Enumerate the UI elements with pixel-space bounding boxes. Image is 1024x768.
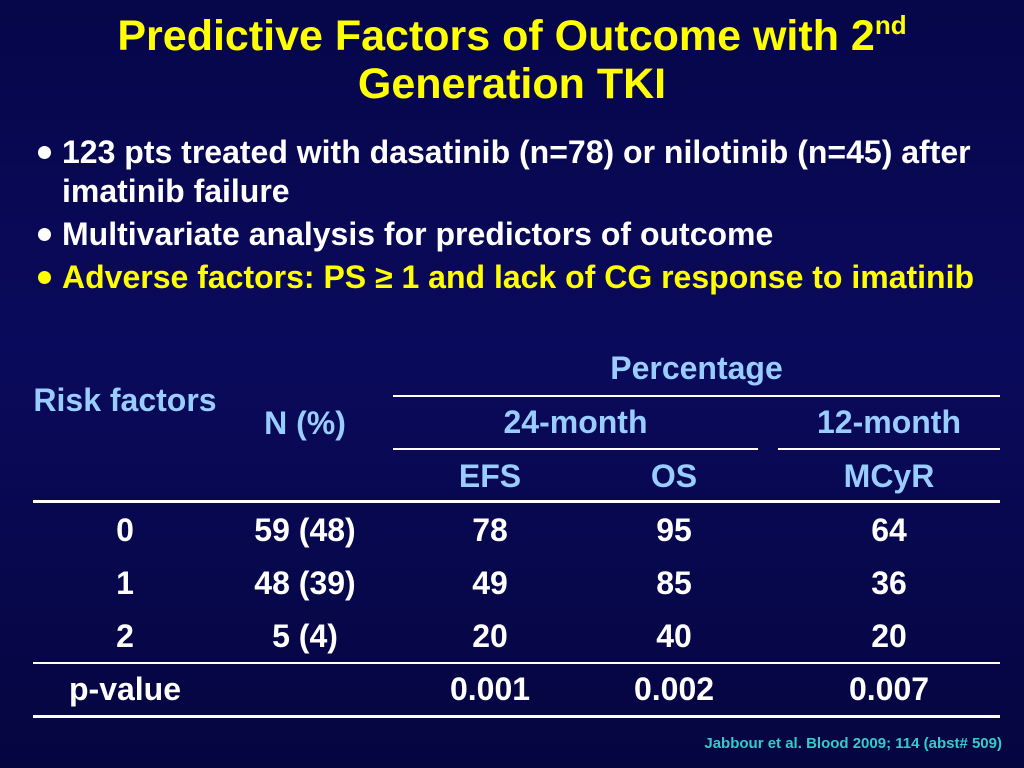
rule-above-pvalue <box>33 662 1000 664</box>
title-line-1: Predictive Factors of Outcome with 2nd <box>117 10 907 60</box>
table-row-0-n: 59 (48) <box>254 512 356 548</box>
title-line-2: Generation TKI <box>357 60 667 108</box>
bullet-dot-icon <box>38 271 51 284</box>
rule-header-bottom <box>33 500 1000 503</box>
header-os: OS <box>650 458 698 494</box>
title-superscript: nd <box>874 10 907 40</box>
header-12-month: 12-month <box>817 404 961 440</box>
slide-title: Predictive Factors of Outcome with 2nd G… <box>0 12 1024 108</box>
table-row-1-efs: 49 <box>472 565 508 601</box>
bullet-item-analysis: Multivariate analysis for predictors of … <box>30 215 1010 254</box>
table-row-2-efs: 20 <box>472 618 508 654</box>
table-row-0-efs: 78 <box>472 512 508 548</box>
bullet-item-patients: 123 pts treated with dasatinib (n=78) or… <box>30 133 1010 211</box>
header-24-month: 24-month <box>503 404 648 440</box>
bullet-item-adverse-factors: Adverse factors: PS ≥ 1 and lack of CG r… <box>30 258 1010 297</box>
rule-table-bottom <box>33 715 1000 718</box>
header-percentage: Percentage <box>610 350 783 386</box>
header-mcyr: MCyR <box>843 458 935 494</box>
rule-under-12-month <box>778 448 1000 450</box>
table-row-1-risk: 1 <box>116 565 134 601</box>
pvalue-mcyr: 0.007 <box>848 671 930 707</box>
table-row-1-mcyr: 36 <box>871 565 907 601</box>
pvalue-os: 0.002 <box>633 671 715 707</box>
table-row-2-mcyr: 20 <box>871 618 907 654</box>
table-row-0-mcyr: 64 <box>871 512 907 548</box>
citation: Jabbour et al. Blood 2009; 114 (abst# 50… <box>704 735 1002 752</box>
table-row-2-os: 40 <box>656 618 692 654</box>
bullet-list: 123 pts treated with dasatinib (n=78) or… <box>30 133 1010 301</box>
table-row-1-n: 48 (39) <box>254 565 356 601</box>
bullet-dot-icon <box>38 228 51 241</box>
bullet-dot-icon <box>38 146 51 159</box>
table-row-0-risk: 0 <box>116 512 134 548</box>
header-efs: EFS <box>458 458 522 494</box>
rule-under-percentage <box>393 395 1000 397</box>
header-risk-factors: Risk factors <box>33 382 217 418</box>
rule-under-24-month <box>393 448 758 450</box>
pvalue-label: p-value <box>68 671 182 707</box>
pvalue-efs: 0.001 <box>449 671 531 707</box>
table-row-0-os: 95 <box>656 512 692 548</box>
header-n-pct: N (%) <box>264 405 346 441</box>
table-row-1-os: 85 <box>656 565 692 601</box>
table-row-2-n: 5 (4) <box>272 618 338 654</box>
table-row-2-risk: 2 <box>116 618 134 654</box>
